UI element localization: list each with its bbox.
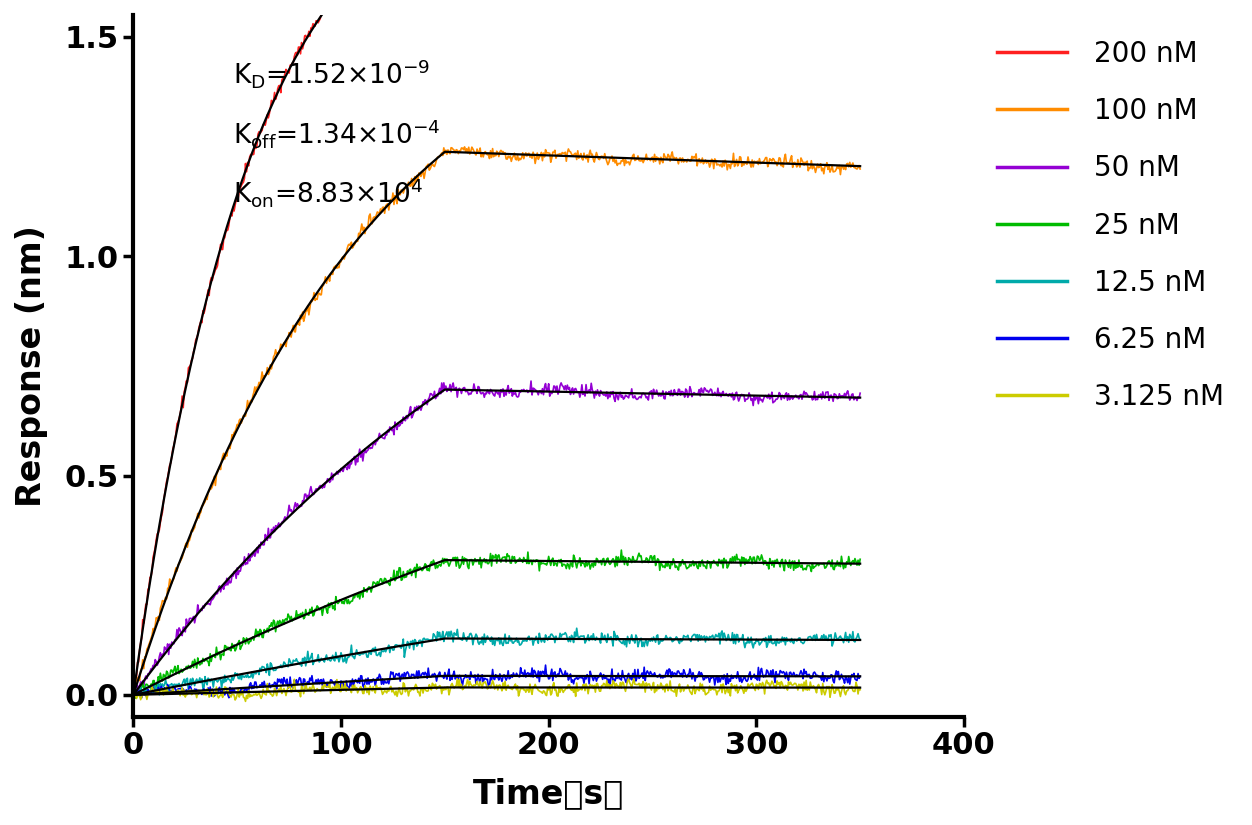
Text: $\mathrm{K_D}$=1.52×10$^{-9}$
$\mathrm{K_{off}}$=1.34×10$^{-4}$
$\mathrm{K_{on}}: $\mathrm{K_D}$=1.52×10$^{-9}$ $\mathrm{K… bbox=[233, 57, 441, 209]
Legend: 200 nM, 100 nM, 50 nM, 25 nM, 12.5 nM, 6.25 nM, 3.125 nM: 200 nM, 100 nM, 50 nM, 25 nM, 12.5 nM, 6… bbox=[987, 29, 1236, 422]
X-axis label: Time（s）: Time（s） bbox=[473, 777, 625, 810]
Y-axis label: Response (nm): Response (nm) bbox=[15, 225, 48, 507]
